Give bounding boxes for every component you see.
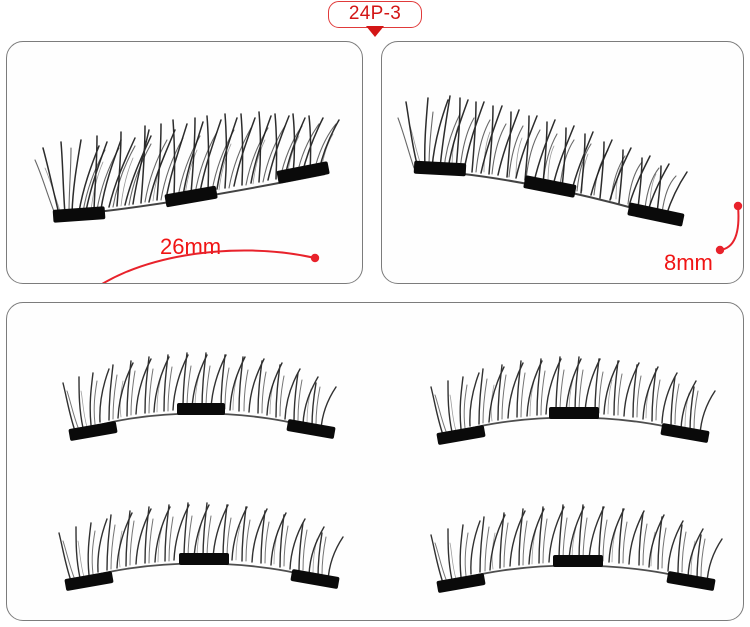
panel-lash-height-view xyxy=(381,41,744,284)
product-code-label: 24P-3 xyxy=(348,3,402,24)
lash-strip xyxy=(59,335,359,460)
lash-strip xyxy=(425,479,740,609)
panel-lash-length-view xyxy=(6,41,363,284)
measurement-endpoint-dot xyxy=(310,253,320,263)
measurement-length-arc xyxy=(67,218,327,283)
measurement-label-height: 8mm xyxy=(664,250,713,275)
measurement-endpoint-dot xyxy=(715,245,725,255)
product-code-badge: 24P-3 xyxy=(327,1,423,37)
measurement-height-arc xyxy=(690,196,750,266)
lash-strip xyxy=(396,56,716,256)
panel-lash-set-view xyxy=(6,302,744,621)
lash-strip xyxy=(55,481,365,606)
badge-pointer-triangle-icon xyxy=(365,26,384,37)
lash-strip xyxy=(25,62,355,252)
product-code-badge-container: 24P-3 xyxy=(0,1,750,37)
measurement-endpoint-dot xyxy=(733,201,743,211)
lash-strip xyxy=(427,339,732,464)
